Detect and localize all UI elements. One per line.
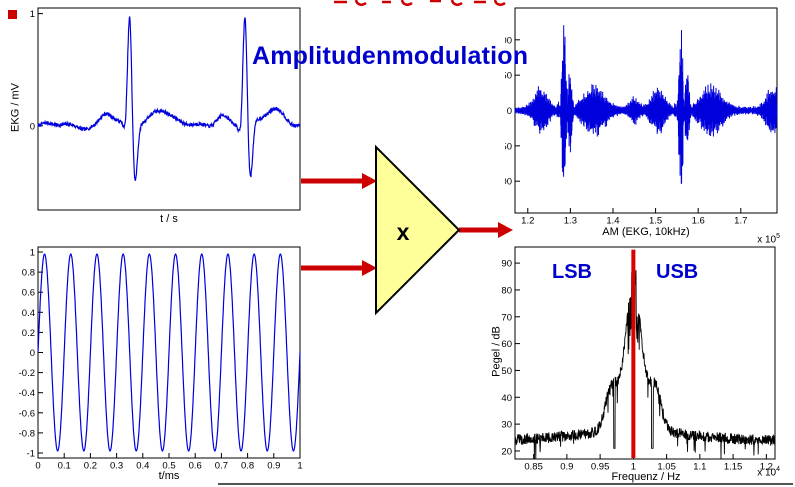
page-title: Amplitudenmodulation (252, 42, 529, 70)
carrier-plot: 1 0.8 0.6 0.4 0.2 0 -0.2 -0.4 -0.6 -0.8 -1 0 0.1 0.2 0… (0, 240, 310, 487)
ekg-plot-canvas: 10 (30, 7, 301, 211)
svg-text:0: 0 (507, 106, 512, 117)
svg-text:1.5: 1.5 (649, 216, 662, 227)
svg-text:1: 1 (30, 248, 35, 259)
lsb-label: LSB (552, 261, 592, 283)
svg-text:-50: -50 (505, 141, 512, 152)
spectrum-plot-canvas: 90 80 70 60 50 40 30 20 0.85 0.9 0.95 1 1.05 1.1 1.15 1… (501, 246, 776, 473)
multiplier-symbol (375, 144, 461, 316)
spectrum-x-scale-exp: 4 (776, 466, 780, 473)
svg-text:-0.6: -0.6 (19, 408, 35, 419)
svg-text:50: 50 (505, 71, 512, 82)
svg-text:0.2: 0.2 (22, 328, 35, 339)
svg-text:0: 0 (35, 461, 40, 472)
svg-text:1: 1 (297, 461, 302, 472)
svg-text:-0.4: -0.4 (19, 388, 35, 399)
svg-text:1.05: 1.05 (657, 462, 676, 473)
svg-text:0.4: 0.4 (22, 308, 35, 319)
svg-text:1.15: 1.15 (724, 462, 743, 473)
svg-text:0.8: 0.8 (22, 268, 35, 279)
svg-text:30: 30 (501, 420, 512, 431)
svg-text:1.1: 1.1 (693, 462, 706, 473)
svg-text:0.7: 0.7 (215, 461, 228, 472)
svg-text:0.6: 0.6 (189, 461, 202, 472)
svg-text:0.6: 0.6 (22, 288, 35, 299)
svg-text:1: 1 (30, 9, 35, 20)
svg-text:0: 0 (30, 121, 35, 132)
svg-text:100: 100 (505, 35, 512, 46)
svg-text:60: 60 (501, 339, 512, 350)
spectrum-plot: 90 80 70 60 50 40 30 20 0.85 0.9 0.95 1 1.05 1.1 1.15 1… (490, 240, 795, 487)
svg-text:0.85: 0.85 (524, 462, 543, 473)
arrow-ekg-to-multiplier (301, 173, 377, 189)
carrier-plot-canvas: 10.80.60.40.20-0.2-0.4-0.6-0.8-10 0.1 0.2 0… (19, 246, 303, 472)
clipped-heading-remnant (334, 0, 506, 6)
svg-text:1.6: 1.6 (692, 216, 705, 227)
svg-text:0.95: 0.95 (591, 462, 610, 473)
ekg-ylabel: EKG / mV (9, 83, 22, 132)
svg-text:-100: -100 (505, 177, 512, 188)
svg-text:0.9: 0.9 (560, 462, 573, 473)
svg-text:70: 70 (501, 312, 512, 323)
spectrum-xlabel: Frequenz / Hz (611, 471, 681, 483)
svg-text:0.3: 0.3 (110, 461, 123, 472)
svg-text:0.2: 0.2 (84, 461, 97, 472)
svg-text:0.9: 0.9 (267, 461, 280, 472)
svg-text:1.7: 1.7 (734, 216, 747, 227)
spectrum-ylabel: Pegel / dB (490, 326, 503, 377)
svg-text:20: 20 (501, 446, 512, 457)
svg-text:1.4: 1.4 (606, 216, 619, 227)
svg-text:80: 80 (501, 285, 512, 296)
spectrum-x-scale: x 104 (700, 466, 780, 478)
svg-text:0: 0 (30, 348, 35, 359)
svg-text:0.4: 0.4 (136, 461, 149, 472)
usb-label: USB (656, 261, 699, 283)
multiplier-x-label: x (397, 219, 410, 245)
svg-text:-0.8: -0.8 (19, 428, 35, 439)
am-x-scale-base: x 10 (757, 234, 777, 246)
svg-text:1.2: 1.2 (521, 216, 534, 227)
spectrum-x-scale-base: x 10 (757, 467, 777, 479)
svg-text:-1: -1 (27, 448, 35, 459)
am-x-scale: x 105 (700, 233, 780, 245)
svg-text:1.3: 1.3 (564, 216, 577, 227)
svg-text:1.2: 1.2 (760, 462, 773, 473)
svg-text:-0.2: -0.2 (19, 368, 35, 379)
am-plot-canvas: 100 50 0 -50 -100 1.2 1.3 1.4 1.5 1.6 1.7 (505, 7, 778, 227)
svg-text:90: 90 (501, 259, 512, 270)
am-xlabel: AM (EKG, 10kHz) (602, 226, 690, 238)
arrow-carrier-to-multiplier (301, 260, 377, 276)
am-x-scale-exp: 5 (776, 233, 780, 240)
ekg-xlabel: t / s (160, 213, 178, 225)
svg-text:0.1: 0.1 (58, 461, 71, 472)
carrier-xlabel: t/ms (158, 470, 180, 482)
svg-text:1: 1 (631, 462, 636, 473)
am-plot: 100 50 0 -50 -100 1.2 1.3 1.4 1.5 1.6 1.7 (505, 0, 795, 235)
svg-text:0.5: 0.5 (162, 461, 175, 472)
svg-text:0.8: 0.8 (241, 461, 254, 472)
svg-text:40: 40 (501, 393, 512, 404)
svg-text:50: 50 (501, 366, 512, 377)
